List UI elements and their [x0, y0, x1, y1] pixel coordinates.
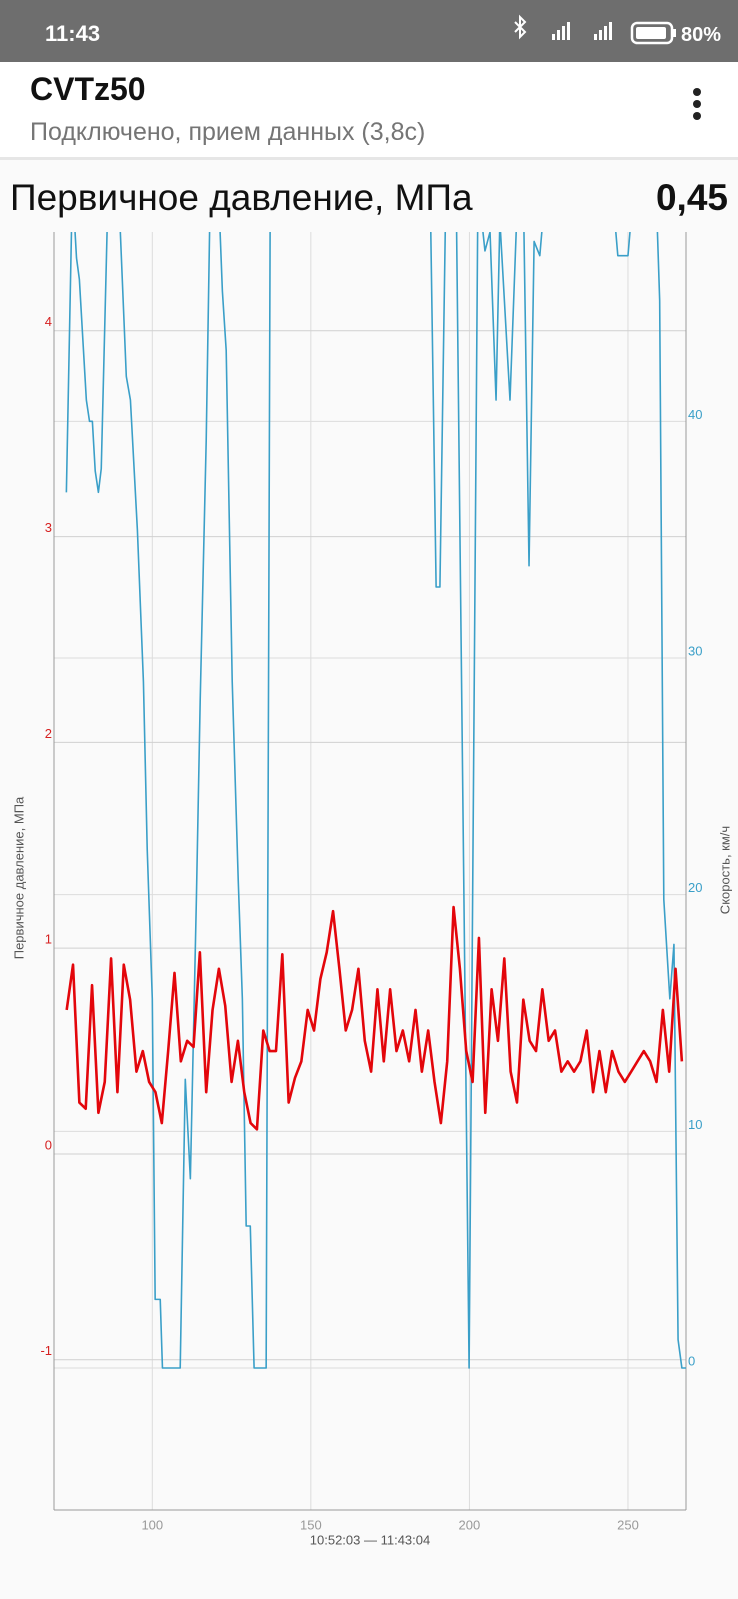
- y2-tick-label: 10: [688, 1117, 702, 1132]
- y-tick-label: 2: [45, 726, 52, 741]
- y2-tick-label: 40: [688, 407, 702, 422]
- x-axis-label: 10:52:03 — 11:43:04: [310, 1532, 430, 1547]
- y-tick-label: 0: [45, 1137, 52, 1152]
- y2-tick-label: 20: [688, 880, 702, 895]
- x-tick-label: 150: [300, 1517, 322, 1532]
- y2-tick-label: 0: [688, 1353, 695, 1368]
- status-time: 11:43: [45, 21, 100, 46]
- y-tick-label: 4: [45, 314, 52, 329]
- x-tick-label: 100: [141, 1517, 163, 1532]
- status-icons: [514, 14, 676, 45]
- y2-axis-label: Скорость, км/ч: [717, 826, 732, 914]
- series-line: [65, 232, 686, 1369]
- parameter-value: 0,45: [656, 177, 728, 218]
- app-title: CVTz50: [30, 71, 146, 107]
- y-tick-label: 1: [45, 932, 52, 947]
- plot-area: [54, 232, 686, 1510]
- parameter-name: Первичное давление, МПа: [10, 177, 473, 218]
- app-bar-shadow: [0, 157, 738, 160]
- series-line: [65, 905, 684, 1131]
- status-bar: [0, 0, 738, 62]
- battery-level: 80%: [681, 24, 721, 46]
- y2-tick-label: 30: [688, 643, 702, 658]
- y-tick-label: -1: [40, 1343, 52, 1358]
- app-subtitle: Подключено, прием данных (3,8с): [30, 118, 425, 146]
- app-bar: [0, 62, 738, 157]
- menu-button[interactable]: [693, 88, 701, 120]
- y-tick-label: 3: [45, 520, 52, 535]
- x-tick-label: 200: [459, 1517, 481, 1532]
- x-tick-label: 250: [617, 1517, 639, 1532]
- y-axis-label: Первичное давление, МПа: [11, 796, 26, 959]
